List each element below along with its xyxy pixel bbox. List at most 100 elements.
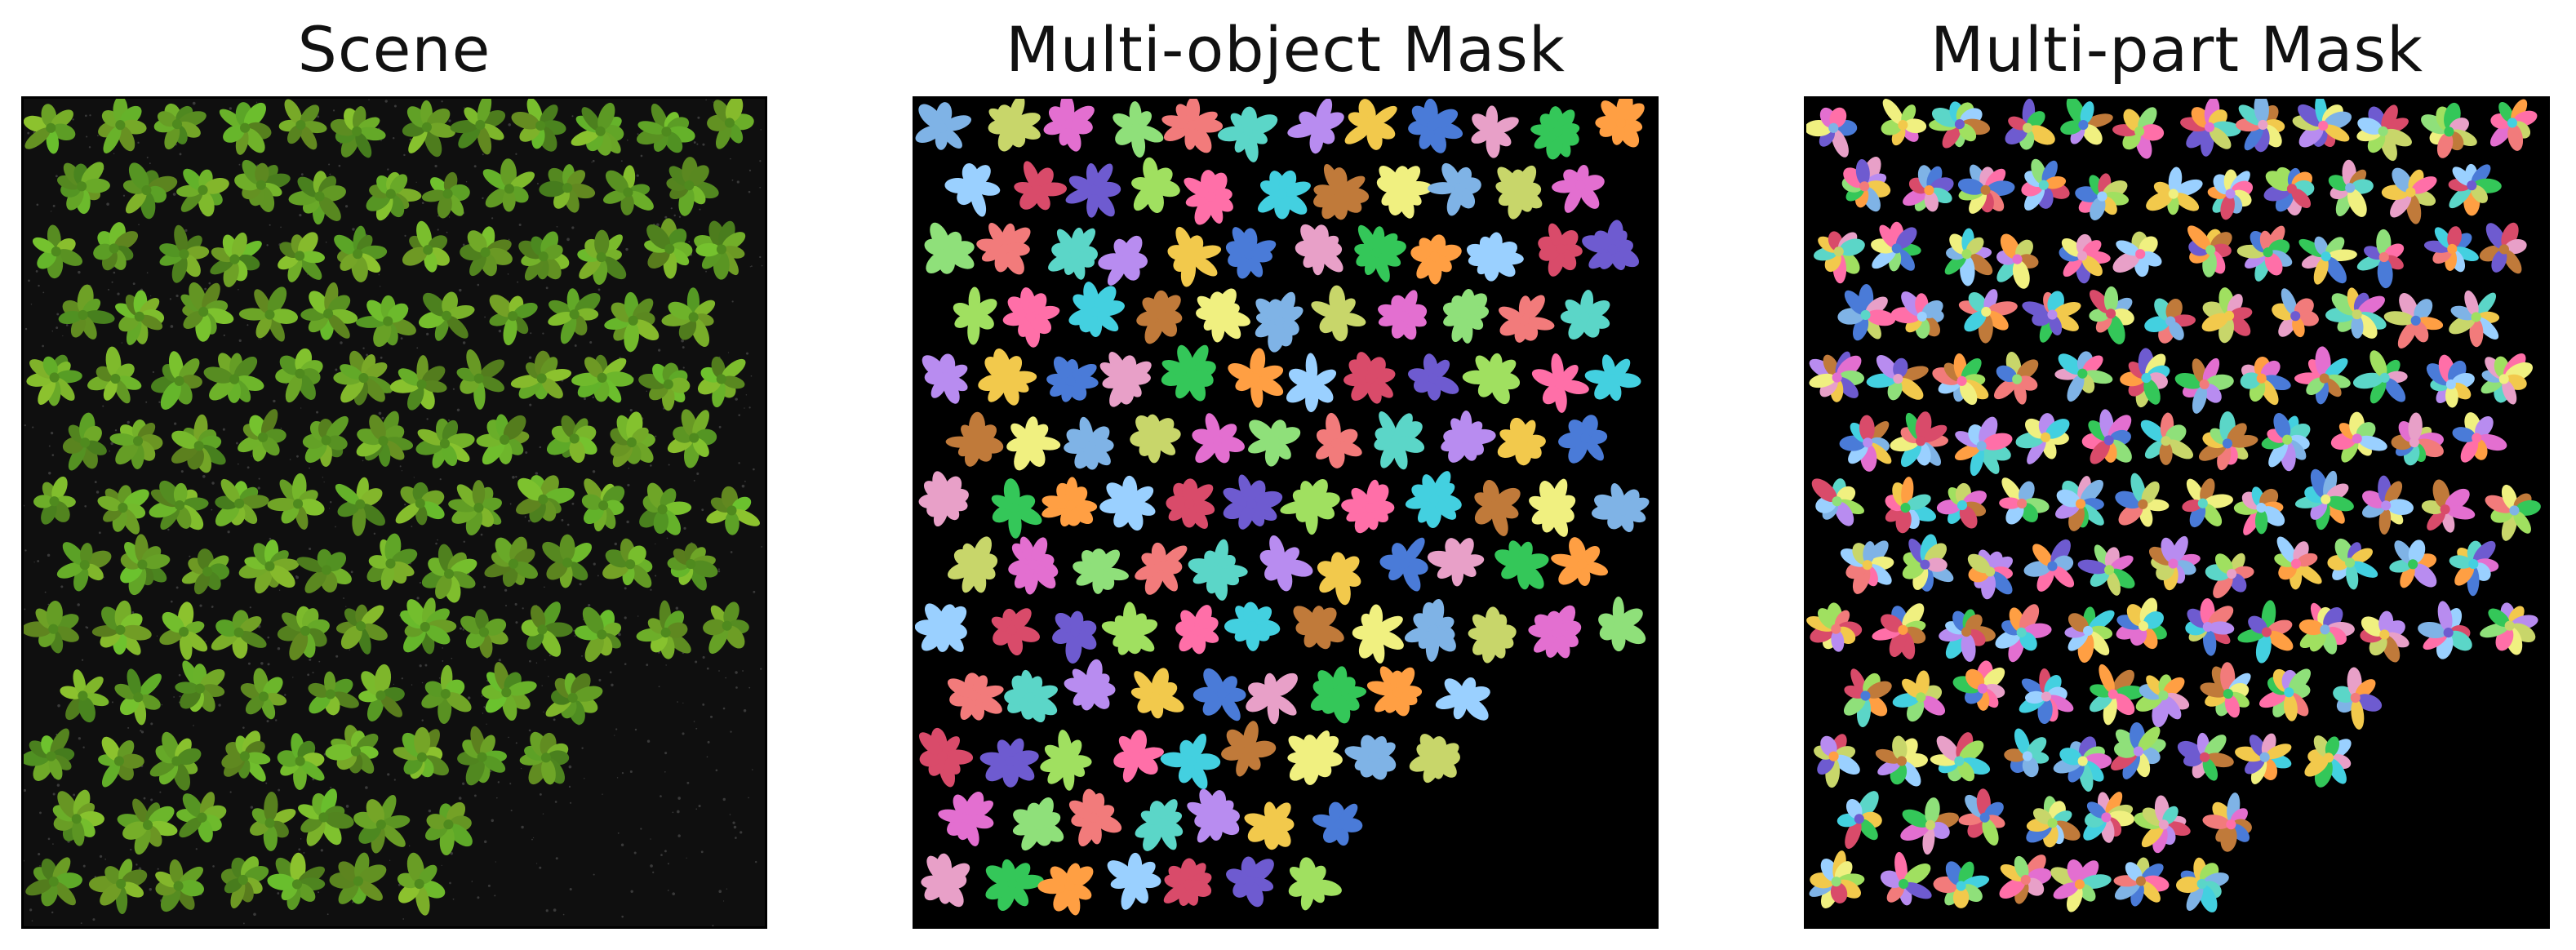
rosette-plant xyxy=(60,669,109,723)
rosette-plant xyxy=(98,99,147,153)
rosette-plant xyxy=(1408,99,1463,153)
rosette-plant xyxy=(24,728,75,781)
rosette-plant xyxy=(1933,861,1990,908)
rosette-plant xyxy=(397,852,446,916)
rosette-plant xyxy=(924,222,975,274)
rosette-plant xyxy=(2201,287,2253,344)
rosette-plant xyxy=(539,164,596,213)
rosette-plant xyxy=(571,102,624,156)
rosette-plant xyxy=(2200,662,2251,718)
rosette-plant xyxy=(1192,413,1245,464)
rosette-plant xyxy=(2019,668,2074,725)
rosette-plant xyxy=(153,103,207,150)
rosette-plant xyxy=(2489,99,2538,151)
rosette-plant xyxy=(1258,170,1311,220)
rosette-plant xyxy=(921,853,970,908)
rosette-plant xyxy=(1311,285,1366,342)
rosette-plant xyxy=(325,725,379,774)
rosette-plant xyxy=(2004,728,2050,778)
rosette-plant xyxy=(706,486,760,535)
rosette-plant xyxy=(2328,159,2374,217)
rosette-plant xyxy=(2327,538,2378,590)
object-mask-panel: Multi-object Mask xyxy=(913,0,1659,950)
rosette-plant xyxy=(1529,478,1576,537)
rosette-plant xyxy=(62,412,107,471)
rosette-plant xyxy=(57,162,110,215)
rosette-plant xyxy=(1247,420,1301,467)
rosette-plant xyxy=(2423,226,2479,273)
rosette-plant xyxy=(181,548,230,595)
rosette-plant xyxy=(203,353,264,403)
scene-panel: Scene xyxy=(21,0,767,950)
rosette-plant xyxy=(1228,348,1284,408)
rosette-plant xyxy=(2180,99,2241,157)
rosette-plant xyxy=(1809,850,1865,908)
rosette-plant xyxy=(1012,797,1064,851)
rosette-plant xyxy=(1293,606,1344,650)
rosette-plant xyxy=(1068,282,1125,338)
rosette-plant xyxy=(1099,475,1156,531)
rosette-plant xyxy=(1441,410,1496,463)
rosette-plant xyxy=(1497,417,1546,466)
rosette-plant xyxy=(1530,106,1580,160)
rosette-plant xyxy=(1246,673,1298,725)
rosette-plant xyxy=(308,671,359,716)
rosette-plant xyxy=(2356,104,2412,162)
rosette-plant xyxy=(419,291,475,341)
rosette-plant xyxy=(2083,792,2135,843)
rosette-plant xyxy=(979,738,1039,788)
rosette-plant xyxy=(32,224,83,279)
rosette-plant xyxy=(638,362,691,411)
rosette-plant xyxy=(88,859,148,915)
rosette-plant xyxy=(1404,598,1456,662)
rosette-plant xyxy=(1244,801,1295,850)
rosette-plant xyxy=(1837,284,1896,341)
rosette-plant xyxy=(2272,288,2319,338)
rosette-plant xyxy=(2480,602,2538,655)
rosette-plant xyxy=(2448,163,2502,216)
rosette-plant xyxy=(1008,536,1059,595)
rosette-plant xyxy=(122,162,178,220)
rosette-plant xyxy=(1890,411,1949,468)
part-mask-panel: Multi-part Mask xyxy=(1804,0,2550,950)
rosette-plant xyxy=(581,478,625,532)
rosette-plant xyxy=(1002,287,1060,348)
rosette-plant xyxy=(1875,735,1929,787)
rosette-plant xyxy=(1341,479,1395,534)
rosette-plant xyxy=(1043,99,1095,152)
rosette-plant xyxy=(510,350,572,400)
rosette-plant xyxy=(694,220,746,280)
rosette-plant xyxy=(2202,792,2252,852)
rosette-plant xyxy=(1160,733,1221,790)
rosette-plant xyxy=(575,606,622,663)
rosette-plant xyxy=(2054,351,2113,402)
rosette-plant xyxy=(98,736,144,788)
rosette-plant xyxy=(1187,788,1240,843)
rosette-plant xyxy=(267,473,325,530)
rosette-plant xyxy=(644,218,693,279)
rosette-plant xyxy=(545,673,603,725)
rosette-plant xyxy=(2240,356,2291,406)
rosette-plant xyxy=(1806,602,1863,652)
rosette-plant xyxy=(1958,289,2018,344)
rosette-plant xyxy=(180,282,234,342)
rosette-plant xyxy=(1944,228,1993,286)
rosette-plant xyxy=(1287,730,1343,785)
rosette-plant xyxy=(1344,735,1397,780)
rosette-plant xyxy=(1806,107,1858,158)
rosette-plant xyxy=(1259,535,1313,592)
rosette-plant xyxy=(2148,535,2201,591)
rosette-plant xyxy=(577,229,627,286)
rosette-plant xyxy=(1099,352,1152,407)
rosette-plant xyxy=(1468,606,1517,664)
rosette-plant xyxy=(1064,416,1114,470)
rosette-plant xyxy=(2090,664,2145,726)
rosette-plant xyxy=(424,801,473,856)
rosette-plant xyxy=(1068,788,1122,847)
rosette-plant xyxy=(1352,604,1404,664)
rosette-plant xyxy=(548,288,601,344)
rosette-plant xyxy=(1317,552,1361,606)
rosette-plant xyxy=(1287,99,1344,154)
rosette-plant xyxy=(58,284,115,340)
rosette-plant xyxy=(1958,788,2005,846)
